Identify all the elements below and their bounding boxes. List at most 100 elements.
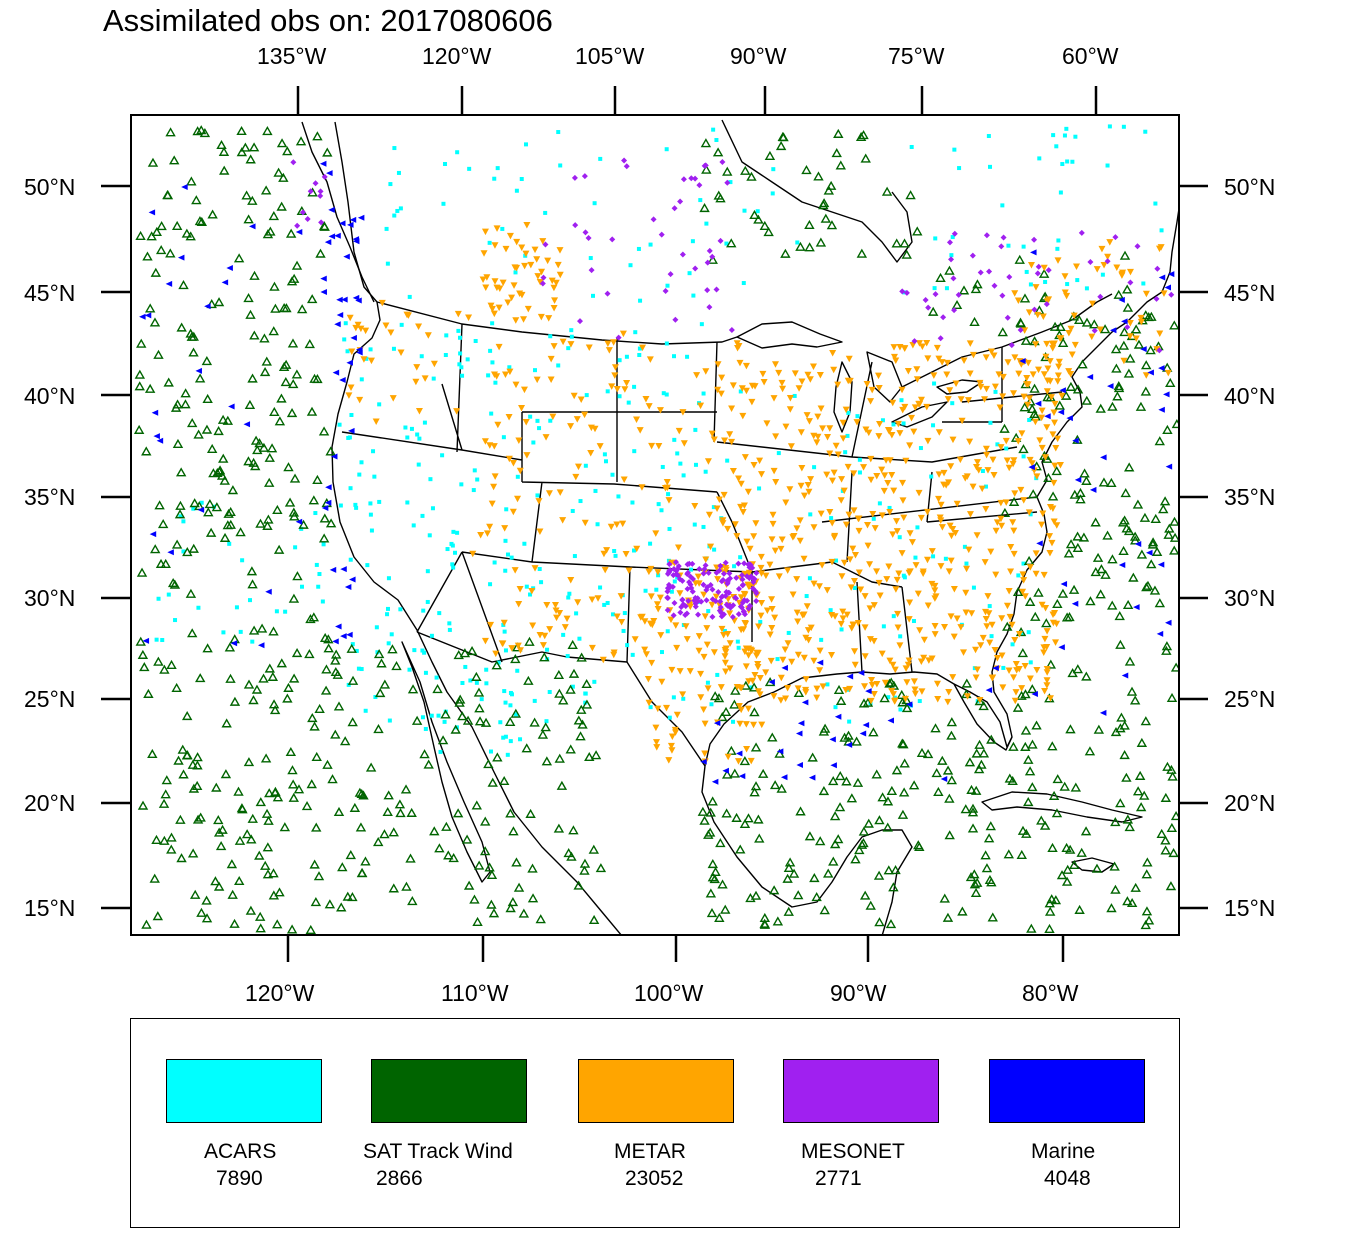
- metar-marker: [984, 593, 992, 600]
- sat-track-wind-marker: [279, 822, 291, 832]
- metar-marker: [1031, 418, 1039, 426]
- sat-track-wind-marker: [218, 146, 230, 156]
- sat-track-wind-marker: [259, 366, 271, 377]
- acars-marker: [532, 698, 537, 703]
- acars-marker: [430, 506, 435, 511]
- acars-marker: [1070, 159, 1075, 164]
- marine-marker: [735, 750, 743, 757]
- sat-track-wind-marker: [437, 735, 449, 745]
- metar-marker: [845, 355, 853, 363]
- metar-marker: [1052, 639, 1060, 646]
- metar-marker: [995, 371, 1003, 378]
- acars-marker: [504, 507, 509, 512]
- sat-track-wind-marker: [1067, 668, 1078, 678]
- acars-marker: [1058, 190, 1063, 195]
- sat-track-wind-marker: [272, 504, 283, 515]
- metar-marker: [1098, 245, 1106, 253]
- sat-track-wind-marker: [487, 777, 498, 787]
- sat-track-wind-marker: [151, 834, 162, 844]
- sat-track-wind-marker: [1057, 337, 1069, 348]
- acars-marker: [566, 595, 571, 600]
- acars-marker: [474, 680, 479, 685]
- sat-track-wind-marker: [259, 333, 270, 343]
- metar-marker: [846, 685, 854, 693]
- sat-track-wind-marker: [1143, 915, 1155, 925]
- sat-track-wind-marker: [868, 727, 879, 737]
- sat-track-wind-marker: [1134, 770, 1146, 780]
- sat-track-wind-marker: [1023, 555, 1035, 565]
- acars-marker: [1027, 418, 1032, 423]
- sat-track-wind-marker: [269, 406, 280, 417]
- marine-marker: [1057, 409, 1065, 416]
- sat-track-wind-marker: [772, 916, 784, 926]
- sat-track-wind-marker: [823, 185, 835, 195]
- legend-item-metar: METAR 23052: [578, 1059, 734, 1190]
- metar-marker: [710, 649, 718, 656]
- mesonet-marker: [571, 174, 578, 181]
- sat-track-wind-marker: [575, 731, 586, 741]
- acars-marker: [891, 422, 896, 427]
- sat-track-wind-marker: [261, 808, 273, 818]
- metar-marker: [703, 641, 711, 649]
- metar-marker: [947, 613, 955, 620]
- metar-marker: [728, 438, 736, 446]
- acars-marker: [636, 246, 641, 251]
- mesonet-marker: [1168, 291, 1175, 298]
- mesonet-marker: [998, 243, 1005, 250]
- sat-track-wind-marker: [1041, 618, 1052, 628]
- metar-marker: [729, 468, 737, 475]
- sat-track-wind-marker: [213, 425, 224, 436]
- metar-marker: [710, 436, 718, 443]
- mesonet-marker: [692, 594, 699, 601]
- sat-track-wind-marker: [472, 916, 483, 927]
- sat-track-wind-marker: [1109, 861, 1120, 871]
- metar-marker: [957, 624, 965, 631]
- sat-track-wind-marker: [884, 678, 895, 688]
- sat-track-wind-marker: [376, 658, 387, 668]
- acars-marker: [492, 560, 497, 565]
- metar-marker: [768, 624, 776, 632]
- sat-track-wind-marker: [843, 730, 854, 740]
- sat-track-wind-marker: [219, 475, 230, 485]
- metar-marker: [847, 584, 855, 591]
- metar-marker: [1010, 457, 1018, 464]
- mesonet-marker: [687, 581, 694, 588]
- mesonet-marker: [739, 572, 746, 579]
- metar-marker: [726, 640, 734, 647]
- acars-marker: [160, 638, 165, 643]
- metar-marker: [828, 651, 836, 659]
- metar-marker: [1040, 649, 1048, 657]
- marine-marker: [243, 421, 251, 428]
- acars-marker: [532, 368, 537, 373]
- sat-track-wind-marker: [286, 924, 298, 934]
- metar-marker: [752, 520, 760, 527]
- acars-marker: [1055, 246, 1060, 251]
- sat-track-wind-marker: [204, 499, 216, 509]
- metar-marker: [977, 642, 985, 649]
- sat-track-wind-marker: [454, 694, 466, 704]
- metar-marker: [644, 675, 652, 683]
- sat-track-wind-marker: [284, 497, 296, 507]
- metar-marker: [864, 521, 872, 529]
- metar-marker: [523, 452, 531, 459]
- metar-marker: [855, 527, 863, 535]
- metar-marker: [668, 747, 676, 754]
- metar-marker: [894, 610, 902, 618]
- metar-marker: [733, 533, 741, 540]
- sat-track-wind-marker: [713, 693, 725, 703]
- metar-marker: [646, 620, 654, 628]
- acars-marker: [1143, 129, 1148, 134]
- metar-marker: [966, 340, 974, 347]
- sat-track-wind-marker: [858, 698, 870, 708]
- metar-marker: [810, 657, 818, 665]
- sat-track-wind-marker: [783, 906, 794, 916]
- west-coast-coastline: [331, 121, 622, 934]
- mesonet-marker: [717, 562, 724, 569]
- acars-marker: [558, 163, 563, 168]
- metar-marker: [721, 659, 729, 667]
- metar-marker: [516, 467, 524, 475]
- florida-peninsula: [953, 683, 1013, 748]
- metar-marker: [767, 657, 775, 665]
- acars-marker: [613, 553, 618, 558]
- sat-track-wind-marker: [252, 445, 263, 455]
